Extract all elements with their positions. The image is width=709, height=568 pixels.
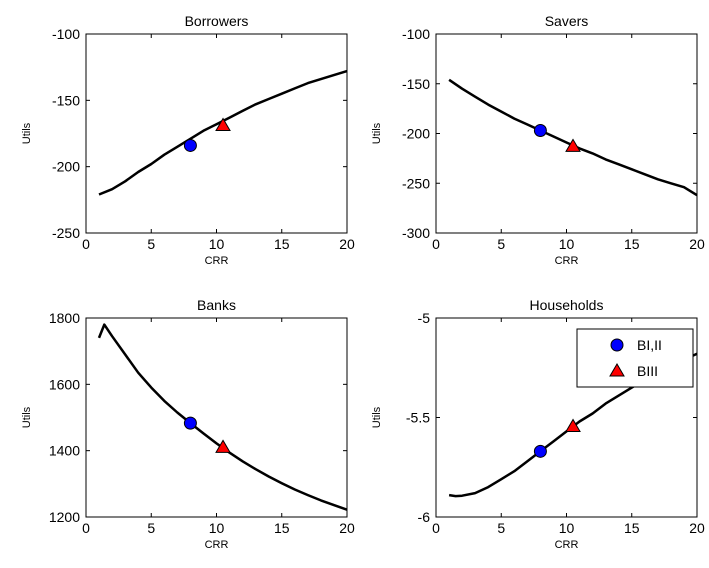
- y-tick-label: -6: [418, 509, 431, 525]
- chart-title: Households: [530, 297, 604, 313]
- marker-bi-ii: [183, 416, 197, 430]
- series-line: [97, 323, 348, 511]
- y-tick-label: -5: [418, 310, 431, 326]
- y-tick-label: -250: [402, 175, 430, 191]
- x-tick-label: 5: [497, 236, 505, 252]
- x-tick-label: 0: [82, 520, 90, 536]
- legend-triangle-icon: [609, 363, 625, 377]
- y-axis-label: Utils: [21, 406, 33, 428]
- x-tick-label: 10: [559, 520, 575, 536]
- subplot-1: Savers 0 5 10 15 20 -300 -250 -200 -150 -100 CRR Uti…: [371, 13, 705, 267]
- x-axis-label: CRR: [555, 539, 579, 551]
- y-axis-label: Utils: [21, 122, 33, 144]
- x-tick-label: 15: [274, 236, 290, 252]
- y-tick-label: -100: [52, 26, 80, 42]
- x-tick-label: 20: [689, 236, 705, 252]
- y-axis-label: Utils: [371, 406, 383, 428]
- marker-biii: [565, 418, 581, 432]
- axes-box: [85, 317, 348, 518]
- y-tick-label: -5.5: [406, 410, 430, 426]
- legend: BI,II BIII: [576, 328, 694, 388]
- y-tick-label: 1200: [49, 509, 80, 525]
- y-tick-label: 1400: [49, 443, 80, 459]
- marker-biii: [215, 117, 231, 132]
- x-tick-label: 5: [497, 520, 505, 536]
- chart-title: Banks: [197, 297, 236, 313]
- legend-label: BI,II: [637, 337, 662, 353]
- x-tick-label: 0: [432, 236, 440, 252]
- x-tick-label: 0: [432, 520, 440, 536]
- y-tick-label: -200: [52, 159, 80, 175]
- y-tick-label: -100: [402, 26, 430, 42]
- marker-bi-ii: [183, 138, 197, 152]
- x-tick-label: 15: [274, 520, 290, 536]
- legend-circle-icon: [610, 338, 624, 352]
- marker-bi-ii: [533, 444, 547, 458]
- marker-biii: [215, 439, 231, 453]
- x-tick-label: 15: [624, 520, 640, 536]
- x-axis-label: CRR: [555, 255, 579, 267]
- y-tick-label: -200: [402, 126, 430, 142]
- x-tick-label: 20: [689, 520, 705, 536]
- chart-title: Savers: [545, 13, 589, 29]
- chart-title: Borrowers: [185, 13, 249, 29]
- x-tick-label: 15: [624, 236, 640, 252]
- y-tick-label: -250: [52, 225, 80, 241]
- x-tick-label: 20: [339, 520, 355, 536]
- y-tick-label: -150: [52, 92, 80, 108]
- x-axis-label: CRR: [205, 539, 229, 551]
- x-tick-label: 5: [147, 520, 155, 536]
- subplot-2: Banks 0 5 10 15 20 1200 1400 1600 1800 CRR Utils: [21, 297, 355, 551]
- x-tick-label: 10: [209, 520, 225, 536]
- x-tick-label: 5: [147, 236, 155, 252]
- y-tick-label: -150: [402, 76, 430, 92]
- x-axis-label: CRR: [205, 255, 229, 267]
- y-tick-label: 1600: [49, 376, 80, 392]
- legend-label: BIII: [637, 363, 658, 379]
- y-axis-label: Utils: [371, 122, 383, 144]
- y-tick-label: -300: [402, 225, 430, 241]
- x-tick-label: 0: [82, 236, 90, 252]
- marker-bi-ii: [533, 124, 547, 138]
- x-tick-label: 20: [339, 236, 355, 252]
- axes-box: [85, 33, 348, 234]
- axes-box: [435, 33, 698, 234]
- marker-biii: [565, 138, 581, 152]
- legend-box: [576, 328, 694, 388]
- x-tick-label: 10: [209, 236, 225, 252]
- x-tick-label: 10: [559, 236, 575, 252]
- subplot-0: Borrowers 0 5 10 15 20 -250 -200 -150 -100 CRR Util…: [21, 13, 355, 267]
- y-tick-label: 1800: [49, 310, 80, 326]
